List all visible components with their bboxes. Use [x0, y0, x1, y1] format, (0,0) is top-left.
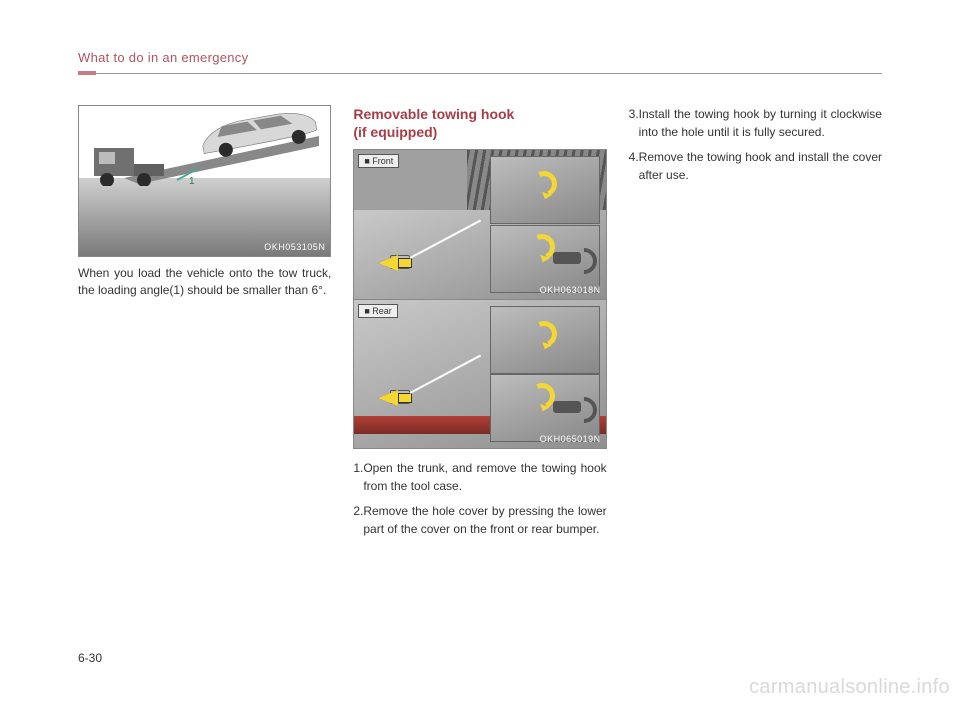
angle-number: 1	[189, 176, 195, 186]
step-text: Open the trunk, and remove the towing ho…	[363, 459, 606, 495]
figure-tag-front: ■ Front	[358, 154, 399, 168]
towing-hook-graphic	[553, 401, 581, 413]
tow-truck-illustration: 1	[89, 106, 319, 186]
section-title: What to do in an emergency	[78, 50, 882, 65]
figure-code-rear: OKH065019N	[540, 434, 601, 444]
step-text: Install the towing hook by turning it cl…	[639, 105, 882, 141]
press-arrow-icon	[378, 390, 398, 406]
press-arrow-icon	[378, 255, 398, 271]
rotate-arrow-icon	[527, 318, 560, 351]
step-text: Remove the hole cover by pressing the lo…	[363, 502, 606, 538]
rotate-arrow-icon	[527, 168, 560, 201]
column-3: 3. Install the towing hook by turning it…	[629, 105, 882, 545]
list-item: 2. Remove the hole cover by pressing the…	[353, 502, 606, 538]
page-header: What to do in an emergency	[78, 50, 882, 75]
watermark: carmanualsonline.info	[749, 676, 950, 699]
page-number: 6-30	[78, 651, 102, 665]
manual-page: What to do in an emergency	[0, 0, 960, 707]
inset-rear-bottom	[490, 374, 600, 442]
subheading: Removable towing hook (if equipped)	[353, 105, 606, 141]
subheading-line2: (if equipped)	[353, 124, 437, 140]
inset-front-top	[490, 156, 600, 224]
figure-front-bumper: ■ Front OKH063018N	[353, 149, 606, 299]
step-number: 2.	[353, 502, 363, 538]
figure-code-front: OKH063018N	[540, 285, 601, 295]
steps-list-col3: 3. Install the towing hook by turning it…	[629, 105, 882, 184]
steps-list-col2: 1. Open the trunk, and remove the towing…	[353, 459, 606, 538]
subheading-line1: Removable towing hook	[353, 106, 514, 122]
inset-front-bottom	[490, 225, 600, 293]
list-item: 1. Open the trunk, and remove the towing…	[353, 459, 606, 495]
header-rule	[78, 71, 882, 75]
rule-line	[96, 73, 882, 74]
figure-caption: When you load the vehicle onto the tow t…	[78, 265, 331, 300]
rule-accent	[78, 71, 96, 75]
column-1: 1 OKH053105N When you load the vehicle o…	[78, 105, 331, 545]
inset-rear-top	[490, 306, 600, 374]
figure-tow-truck: 1 OKH053105N	[78, 105, 331, 257]
step-number: 3.	[629, 105, 639, 141]
list-item: 3. Install the towing hook by turning it…	[629, 105, 882, 141]
figure-code: OKH053105N	[264, 242, 325, 252]
list-item: 4. Remove the towing hook and install th…	[629, 148, 882, 184]
press-arrow-body	[398, 393, 412, 403]
press-arrow-body	[398, 258, 412, 268]
step-number: 4.	[629, 148, 639, 184]
step-number: 1.	[353, 459, 363, 495]
column-2: Removable towing hook (if equipped) ■ Fr…	[353, 105, 606, 545]
figure-tag-rear: ■ Rear	[358, 304, 397, 318]
content-columns: 1 OKH053105N When you load the vehicle o…	[78, 105, 882, 545]
step-text: Remove the towing hook and install the c…	[639, 148, 882, 184]
towing-hook-graphic	[553, 252, 581, 264]
figure-stack: ■ Front OKH063018N	[353, 149, 606, 449]
figure-rear-bumper: ■ Rear OKH065019N	[353, 299, 606, 449]
